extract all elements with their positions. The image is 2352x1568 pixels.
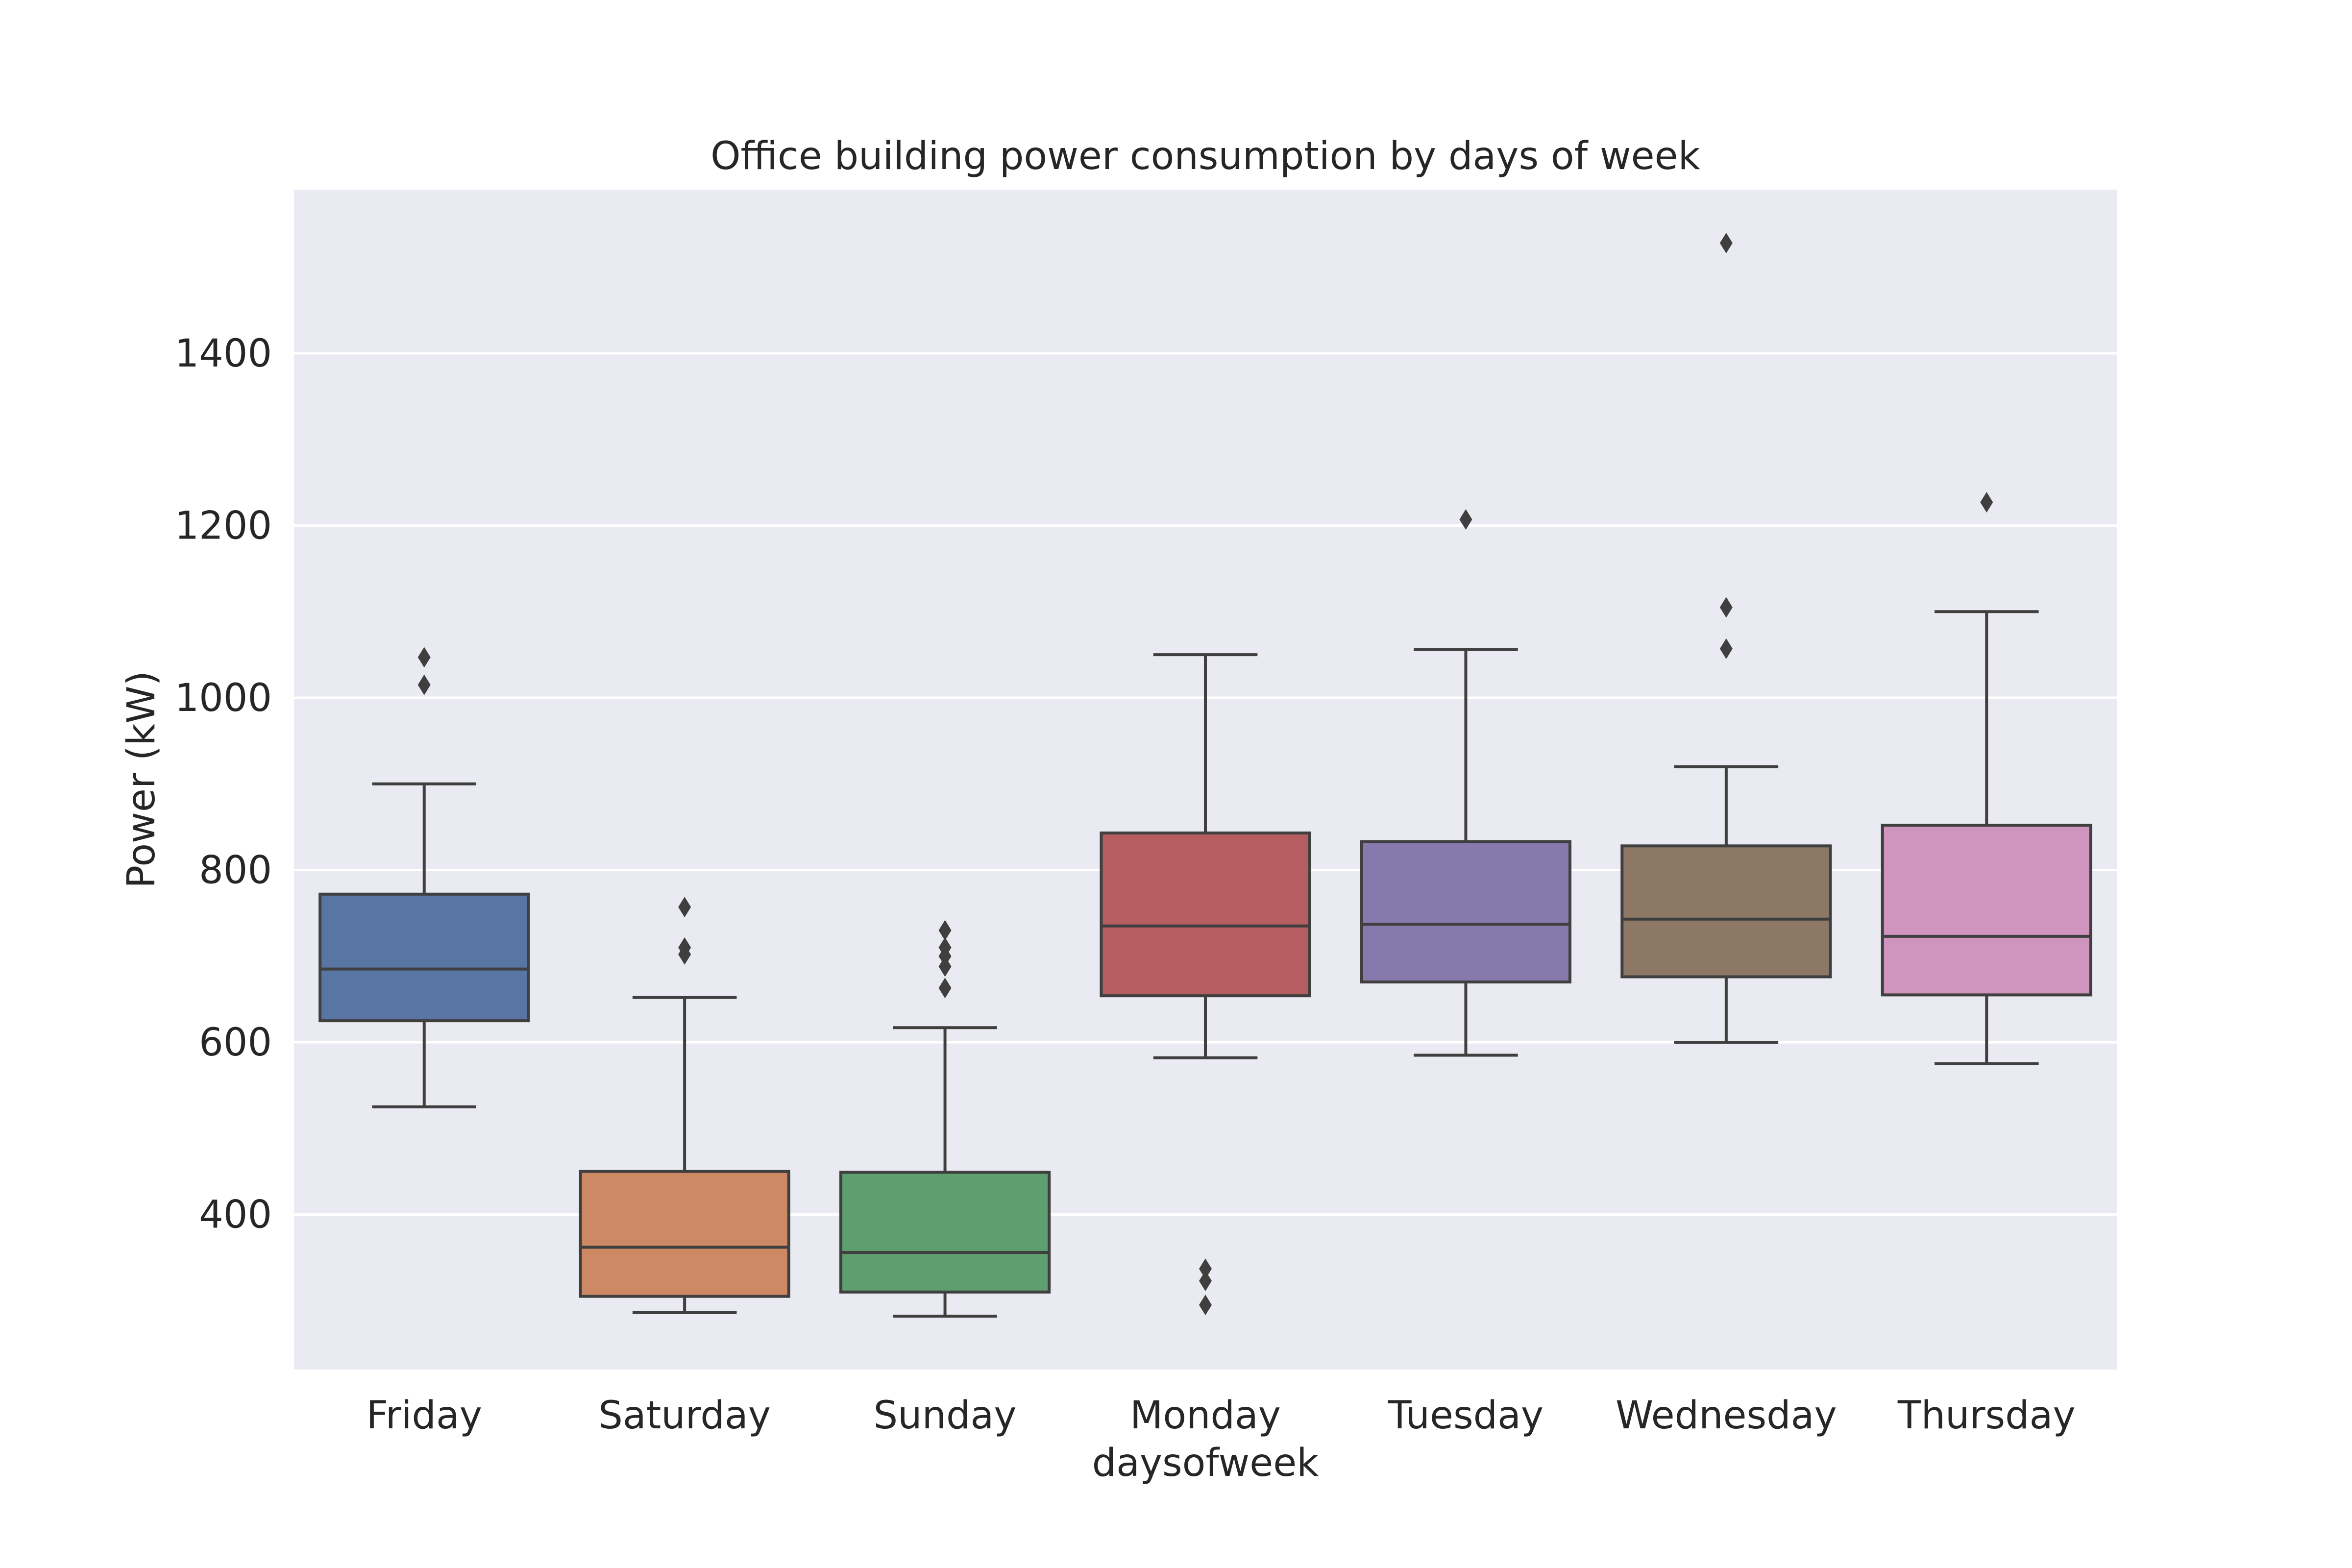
box-saturday	[579, 897, 790, 1314]
box-wednesday	[1620, 232, 1832, 1044]
y-tick-label-800: 800	[199, 849, 272, 893]
outlier-wednesday-1	[1719, 597, 1733, 618]
iqr-box-thursday	[1881, 824, 2092, 997]
outlier-sunday-4	[938, 920, 952, 941]
y-tick-label-600: 600	[199, 1021, 272, 1065]
outlier-friday-0	[417, 674, 431, 695]
outlier-saturday-1	[678, 937, 691, 958]
y-tick-label-1200: 1200	[174, 504, 272, 548]
x-axis-label: daysofweek	[1092, 1441, 1319, 1485]
outlier-monday-1	[1199, 1270, 1212, 1291]
x-tick-label-wednesday: Wednesday	[1616, 1394, 1837, 1438]
x-tick-label-friday: Friday	[367, 1394, 482, 1438]
outlier-wednesday-2	[1719, 232, 1733, 253]
y-tick-label-1400: 1400	[174, 332, 272, 376]
box-friday	[318, 647, 530, 1108]
iqr-box-sunday	[839, 1171, 1051, 1294]
chart-title: Office building power consumption by day…	[710, 134, 1700, 178]
boxes	[318, 232, 2092, 1318]
box-tuesday	[1360, 509, 1572, 1057]
y-tick-label-400: 400	[199, 1193, 272, 1237]
outlier-monday-0	[1199, 1295, 1212, 1316]
outlier-sunday-3	[938, 937, 952, 958]
y-tick-label-1000: 1000	[174, 676, 272, 720]
outlier-saturday-2	[678, 897, 691, 918]
outlier-sunday-0	[938, 978, 952, 999]
y-tick-labels: 400 600 800 1000 1200 1400	[174, 332, 272, 1237]
x-tick-label-monday: Monday	[1130, 1394, 1281, 1438]
iqr-box-wednesday	[1620, 844, 1832, 979]
box-thursday	[1881, 492, 2092, 1066]
outlier-monday-2	[1199, 1258, 1212, 1279]
outlier-sunday-1	[938, 956, 952, 977]
iqr-box-monday	[1100, 831, 1311, 998]
iqr-box-friday	[318, 892, 530, 1023]
iqr-box-tuesday	[1360, 840, 1572, 984]
y-axis-label: Power (kW)	[120, 671, 164, 888]
x-tick-labels: Friday Saturday Sunday Monday Tuesday Wednesd…	[367, 1394, 2076, 1438]
x-tick-label-tuesday: Tuesday	[1388, 1394, 1544, 1438]
box-monday	[1100, 653, 1311, 1316]
box-sunday	[839, 920, 1051, 1318]
outlier-friday-1	[417, 647, 431, 668]
x-tick-label-saturday: Saturday	[598, 1394, 771, 1438]
x-tick-label-sunday: Sunday	[874, 1394, 1017, 1438]
outlier-thursday-0	[1980, 492, 1993, 513]
iqr-box-saturday	[579, 1170, 790, 1298]
x-tick-label-thursday: Thursday	[1897, 1394, 2076, 1438]
outlier-wednesday-0	[1719, 638, 1733, 659]
outlier-tuesday-0	[1459, 509, 1472, 530]
